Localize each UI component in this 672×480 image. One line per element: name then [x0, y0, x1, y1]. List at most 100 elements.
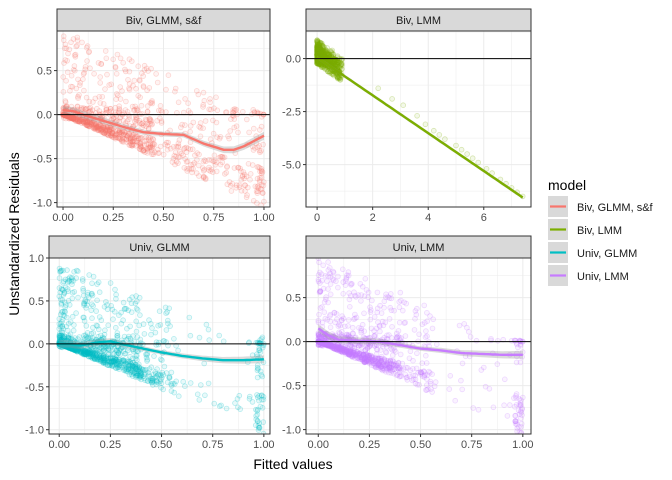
- data-point: [84, 119, 91, 125]
- data-point: [97, 80, 103, 86]
- data-point: [344, 331, 350, 338]
- data-point: [132, 131, 138, 137]
- data-point: [88, 119, 94, 125]
- data-point: [424, 333, 430, 340]
- data-point: [101, 344, 107, 350]
- data-point: [363, 353, 369, 359]
- data-point: [407, 367, 414, 374]
- data-point: [380, 361, 387, 368]
- data-point: [57, 332, 63, 339]
- data-point: [163, 370, 170, 376]
- data-point: [128, 339, 135, 345]
- data-point: [346, 350, 353, 357]
- data-point: [143, 351, 149, 358]
- data-point: [364, 353, 371, 360]
- data-point: [328, 58, 334, 65]
- data-point: [117, 362, 124, 369]
- data-point: [316, 43, 323, 50]
- legend-title: model: [548, 177, 586, 193]
- data-point: [138, 372, 145, 378]
- data-point: [315, 341, 322, 348]
- data-point: [384, 332, 390, 339]
- data-point: [71, 347, 78, 354]
- data-point: [483, 166, 490, 172]
- data-point: [65, 336, 72, 343]
- data-point: [84, 43, 91, 49]
- data-point: [96, 121, 103, 127]
- y-tick-label: 0.5: [37, 66, 52, 78]
- data-point: [336, 347, 343, 354]
- data-point: [249, 143, 256, 150]
- data-point: [84, 350, 91, 356]
- data-point: [88, 307, 94, 314]
- data-point: [72, 117, 79, 123]
- data-point: [105, 362, 111, 369]
- data-point: [73, 118, 79, 125]
- data-point: [371, 356, 377, 363]
- data-point: [86, 117, 92, 123]
- data-point: [174, 110, 180, 116]
- data-point: [224, 181, 231, 188]
- data-point: [157, 371, 164, 378]
- data-point: [69, 346, 76, 352]
- data-point: [224, 164, 230, 170]
- data-point: [329, 51, 336, 57]
- data-point: [259, 373, 266, 380]
- data-point: [340, 345, 347, 352]
- data-point: [56, 293, 63, 300]
- data-point: [57, 337, 63, 344]
- data-point: [60, 74, 66, 80]
- data-point: [339, 348, 345, 355]
- data-point: [120, 357, 127, 363]
- data-point: [108, 132, 114, 138]
- data-point: [375, 359, 381, 366]
- data-point: [254, 367, 261, 374]
- data-point: [118, 360, 125, 366]
- data-point: [86, 123, 93, 129]
- data-point: [375, 361, 381, 367]
- data-point: [145, 377, 151, 384]
- data-point: [116, 106, 122, 112]
- data-point: [338, 344, 344, 351]
- data-point: [344, 348, 350, 355]
- data-point: [210, 117, 216, 124]
- data-point: [124, 118, 130, 124]
- data-point: [324, 278, 330, 285]
- data-point: [170, 155, 177, 162]
- data-point: [92, 355, 99, 361]
- data-point: [519, 412, 525, 418]
- data-point: [129, 103, 136, 110]
- data-point: [68, 345, 75, 352]
- data-point: [406, 355, 413, 362]
- data-point: [316, 40, 323, 47]
- data-point: [210, 169, 216, 175]
- data-point: [335, 59, 342, 66]
- data-point: [324, 51, 330, 58]
- data-point: [323, 51, 330, 57]
- data-point: [70, 345, 77, 352]
- data-point: [371, 342, 378, 349]
- data-point: [359, 352, 366, 359]
- data-point: [92, 124, 99, 130]
- data-point: [71, 345, 78, 352]
- data-point: [400, 102, 407, 108]
- data-point: [136, 322, 143, 329]
- data-point: [129, 141, 136, 148]
- data-point: [338, 317, 345, 323]
- data-point: [377, 364, 384, 370]
- data-point: [107, 355, 114, 361]
- data-point: [314, 47, 321, 53]
- data-point: [231, 116, 238, 122]
- data-point: [129, 58, 135, 64]
- data-point: [82, 351, 88, 358]
- data-point: [360, 352, 367, 358]
- data-point: [65, 320, 72, 327]
- data-point: [173, 143, 180, 150]
- data-point: [226, 179, 233, 185]
- data-point: [382, 363, 389, 369]
- data-point: [84, 335, 91, 342]
- data-point: [138, 143, 145, 150]
- data-point: [194, 157, 200, 163]
- data-point: [138, 370, 145, 377]
- data-point: [320, 46, 327, 52]
